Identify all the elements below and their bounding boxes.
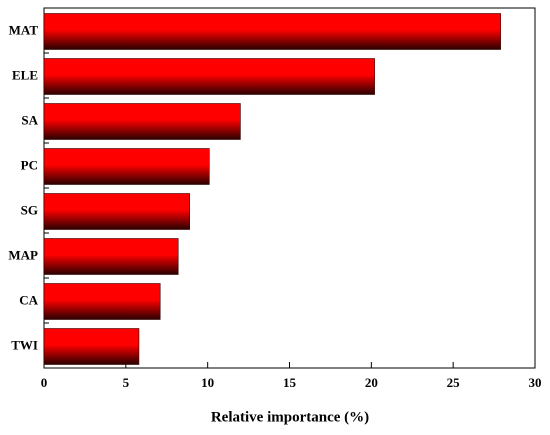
bar [43, 283, 161, 320]
y-tick-label: MAT [9, 22, 39, 37]
y-tick-label: CA [19, 292, 38, 307]
bar [43, 328, 140, 365]
x-tick-label: 15 [283, 375, 297, 390]
x-tick-label: 30 [529, 375, 542, 390]
bar [43, 58, 375, 95]
y-tick-label: PC [21, 157, 38, 172]
bar [43, 103, 241, 140]
bar [43, 13, 501, 50]
bar [43, 148, 210, 185]
x-tick-label: 25 [447, 375, 461, 390]
bar [43, 193, 190, 230]
y-tick-label: SG [21, 202, 38, 217]
y-tick-label: SA [21, 112, 38, 127]
bar [43, 238, 179, 275]
x-tick-label: 5 [123, 375, 130, 390]
x-tick-label: 10 [201, 375, 214, 390]
y-tick-label: ELE [12, 67, 38, 82]
x-axis-title: Relative importance (%) [211, 409, 369, 425]
y-tick-label: MAP [8, 247, 38, 262]
x-tick-label: 20 [365, 375, 378, 390]
x-tick-label: 0 [41, 375, 48, 390]
y-tick-label: TWI [11, 337, 38, 352]
